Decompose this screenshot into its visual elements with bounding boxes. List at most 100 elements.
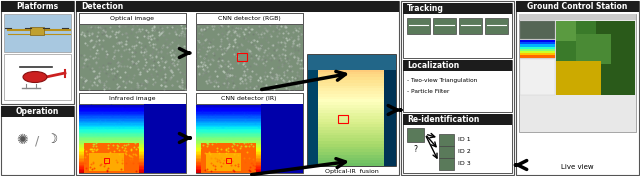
Text: Optical image: Optical image <box>110 16 154 21</box>
Bar <box>79 119 186 121</box>
Bar <box>79 104 186 106</box>
Bar <box>196 168 303 169</box>
Bar <box>79 143 186 144</box>
Bar <box>308 161 396 164</box>
Bar <box>403 3 512 14</box>
Bar <box>79 172 186 174</box>
Bar <box>576 34 611 64</box>
Bar <box>196 93 303 104</box>
Bar <box>89 153 124 171</box>
Text: CNN detector (RGB): CNN detector (RGB) <box>218 16 280 21</box>
Bar <box>520 21 555 39</box>
Bar <box>401 1 514 175</box>
Bar <box>308 119 396 122</box>
Bar <box>308 55 396 166</box>
Text: Ground Control Station: Ground Control Station <box>527 2 627 11</box>
Bar <box>79 115 186 117</box>
Text: Optical-IR  fusion: Optical-IR fusion <box>325 169 379 174</box>
Bar <box>308 116 396 119</box>
Bar <box>384 55 396 166</box>
Bar <box>520 59 555 95</box>
Bar <box>520 53 555 55</box>
Bar <box>196 93 303 173</box>
Bar <box>79 111 186 113</box>
Bar <box>308 136 396 139</box>
Bar <box>79 151 186 153</box>
Bar <box>196 122 303 124</box>
Bar <box>79 123 186 125</box>
Bar <box>519 14 636 132</box>
Bar <box>196 144 303 146</box>
Bar <box>196 156 303 158</box>
Bar <box>439 158 454 170</box>
Bar <box>308 86 396 89</box>
Text: Localization: Localization <box>407 61 460 70</box>
Bar <box>79 162 186 164</box>
Bar <box>459 18 482 34</box>
Bar <box>196 104 303 106</box>
Bar <box>308 102 396 105</box>
Bar <box>520 55 555 58</box>
Bar <box>196 112 303 114</box>
Bar <box>308 163 396 166</box>
Bar <box>79 13 186 90</box>
Bar <box>144 104 186 173</box>
Bar <box>556 21 576 41</box>
Bar <box>308 97 396 100</box>
Bar <box>196 133 303 135</box>
Bar <box>196 151 303 153</box>
Bar <box>308 77 396 80</box>
Bar <box>308 88 396 92</box>
Bar <box>433 18 456 34</box>
Bar <box>79 122 186 124</box>
Bar <box>308 127 396 130</box>
Bar <box>196 141 303 143</box>
Bar <box>206 153 241 171</box>
Bar <box>196 159 303 161</box>
Text: ID 1: ID 1 <box>458 137 470 143</box>
Bar <box>261 104 303 173</box>
Bar <box>196 150 303 151</box>
Text: Infrared image: Infrared image <box>109 96 156 101</box>
Bar <box>485 18 508 34</box>
Bar <box>196 140 303 142</box>
Bar <box>79 129 186 131</box>
Bar <box>308 72 396 75</box>
Text: - Two-view Triangulation: - Two-view Triangulation <box>407 77 477 83</box>
Ellipse shape <box>23 71 47 83</box>
Bar <box>79 166 186 168</box>
Bar <box>308 61 396 64</box>
Bar <box>516 1 639 175</box>
Bar <box>79 126 186 128</box>
Bar <box>520 49 555 51</box>
Bar <box>520 47 555 49</box>
Bar <box>308 99 396 103</box>
Bar <box>308 94 396 97</box>
Bar <box>79 137 186 139</box>
Bar <box>79 147 186 149</box>
Bar <box>196 134 303 136</box>
Bar <box>79 165 186 167</box>
Bar <box>79 109 186 111</box>
Bar <box>196 111 303 113</box>
Bar <box>79 134 186 136</box>
Bar <box>196 108 303 110</box>
Bar <box>308 122 396 125</box>
Bar <box>79 130 186 132</box>
Bar <box>308 141 396 144</box>
Bar <box>520 42 555 45</box>
Bar <box>79 13 186 24</box>
Bar <box>196 115 303 117</box>
Bar <box>196 172 303 174</box>
Bar <box>520 40 555 58</box>
Text: ID 2: ID 2 <box>458 149 470 155</box>
Bar <box>196 165 303 167</box>
Bar <box>79 108 186 110</box>
Bar <box>79 132 186 133</box>
Bar <box>79 161 186 162</box>
Bar <box>79 150 186 151</box>
Bar <box>201 143 256 173</box>
Bar <box>79 154 186 156</box>
Bar <box>308 147 396 150</box>
Bar <box>196 114 303 115</box>
